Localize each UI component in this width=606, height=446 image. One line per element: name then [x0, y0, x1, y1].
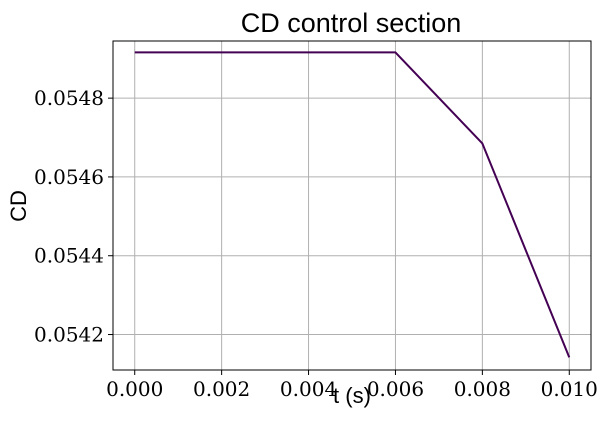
x-tick-label: 0.002	[193, 377, 250, 401]
x-tick-label: 0.004	[280, 377, 337, 401]
cd-series-line	[134, 51, 571, 358]
y-axis-label: CD	[6, 190, 31, 222]
chart-title: CD control section	[241, 8, 462, 38]
grid	[113, 41, 591, 370]
y-tick-label: 0.0544	[34, 244, 104, 268]
ticks: 0.000 0.002 0.004 0.006 0.008 0.010 0.0542 0.05…	[34, 86, 598, 401]
x-tick-label: 0.000	[106, 377, 163, 401]
series-layer	[134, 51, 571, 358]
x-tick-label: 0.008	[454, 377, 511, 401]
y-tick-label: 0.0546	[34, 165, 104, 189]
x-tick-label: 0.006	[367, 377, 424, 401]
x-tick-label: 0.010	[541, 377, 598, 401]
x-axis-label: t (s)	[333, 383, 371, 408]
y-tick-label: 0.0548	[34, 86, 104, 110]
plot-area-frame	[112, 40, 592, 371]
y-tick-label: 0.0542	[34, 323, 104, 347]
